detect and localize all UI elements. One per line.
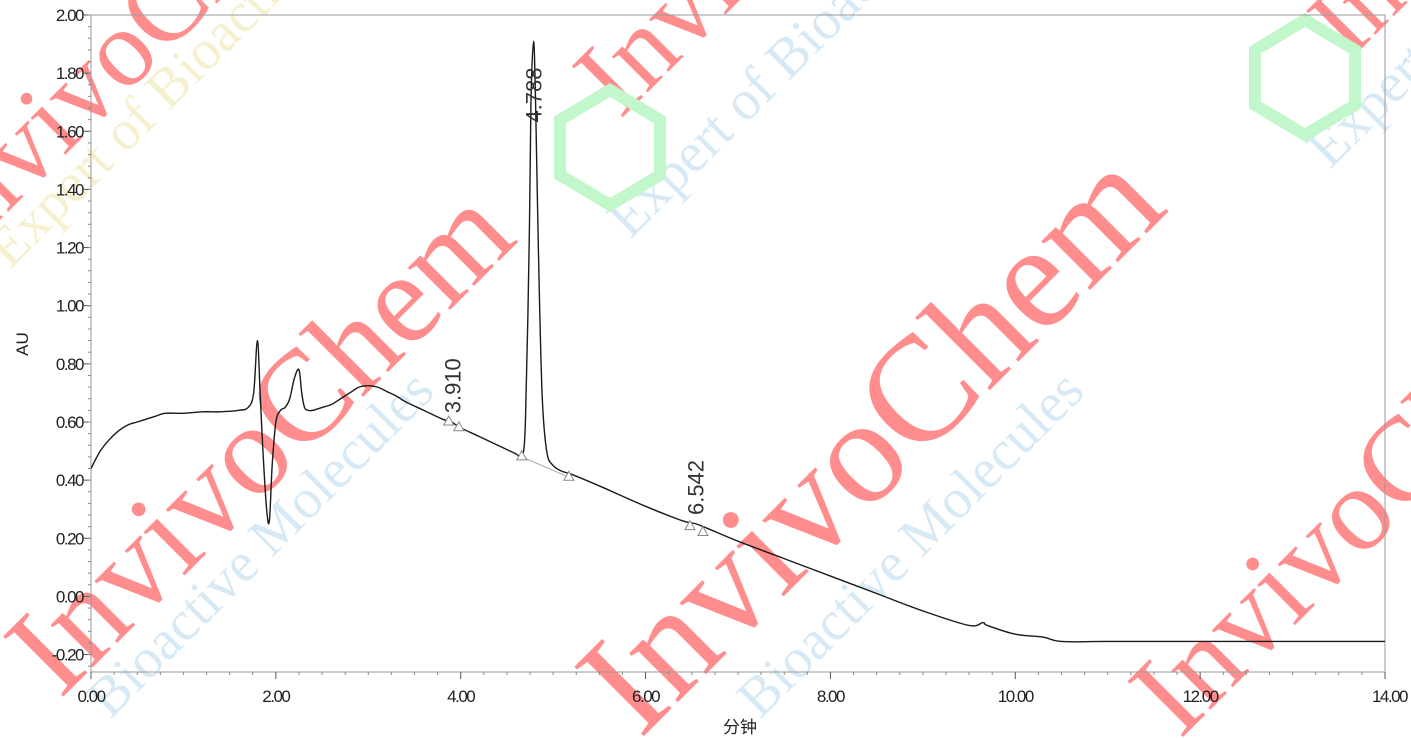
x-tick-label: 8.00 — [817, 687, 845, 706]
y-tick-label: 0.60 — [56, 413, 84, 432]
peak-retention-label: 4.788 — [522, 67, 547, 122]
integration-baseline — [521, 456, 570, 478]
x-tick-label: 2.00 — [262, 687, 290, 706]
peak-baselines — [521, 456, 570, 478]
y-tick-label: 0.20 — [56, 529, 84, 548]
peak-markers — [442, 414, 709, 536]
x-tick-label: 14.00 — [1372, 687, 1408, 706]
peak-marker-triangle — [442, 414, 455, 426]
y-axis-label: AU — [13, 332, 32, 356]
y-tick-label: 1.80 — [56, 64, 84, 83]
x-axis-label: 分钟 — [723, 718, 757, 737]
y-tick-label: 1.40 — [56, 180, 84, 199]
x-tick-label: 12.00 — [1183, 687, 1219, 706]
y-tick-label: 0.80 — [56, 355, 84, 374]
y-tick-label: -0.20 — [52, 646, 84, 665]
series-group — [90, 40, 1385, 643]
y-tick-label: 2.00 — [56, 6, 84, 25]
y-tick-label: 1.60 — [56, 122, 84, 141]
watermark-brand: InvivoChem — [1104, 240, 1411, 738]
peak-marker-triangle — [684, 519, 696, 531]
watermark-logo-icon — [554, 13, 1361, 212]
x-tick-label: 0.00 — [77, 687, 105, 706]
peak-marker-triangle — [697, 525, 709, 536]
x-axis: 0.00 2.00 4.00 6.00 8.00 10.00 12.00 14.00 — [77, 672, 1410, 706]
peak-labels: 3.910 4.788 6.542 — [440, 67, 708, 515]
x-tick-label: 10.00 — [998, 687, 1034, 706]
y-tick-label: 0.40 — [56, 471, 84, 490]
peak-retention-label: 6.542 — [684, 460, 709, 515]
peak-marker-triangle — [563, 470, 575, 481]
y-tick-label: 1.00 — [56, 297, 84, 316]
peak-retention-label: 3.910 — [440, 358, 465, 413]
y-tick-label: 1.20 — [56, 239, 84, 258]
series-line — [90, 40, 1385, 643]
y-axis: -0.20 0.00 0.20 0.40 0.60 0.80 1.00 1.20 1.40 1.6… — [52, 6, 91, 667]
peak-marker-triangle — [453, 420, 465, 432]
x-tick-label: 4.00 — [447, 687, 475, 706]
peak-marker-triangle — [515, 449, 528, 461]
y-tick-label: 0.00 — [56, 587, 84, 606]
x-tick-label: 6.00 — [632, 687, 660, 706]
